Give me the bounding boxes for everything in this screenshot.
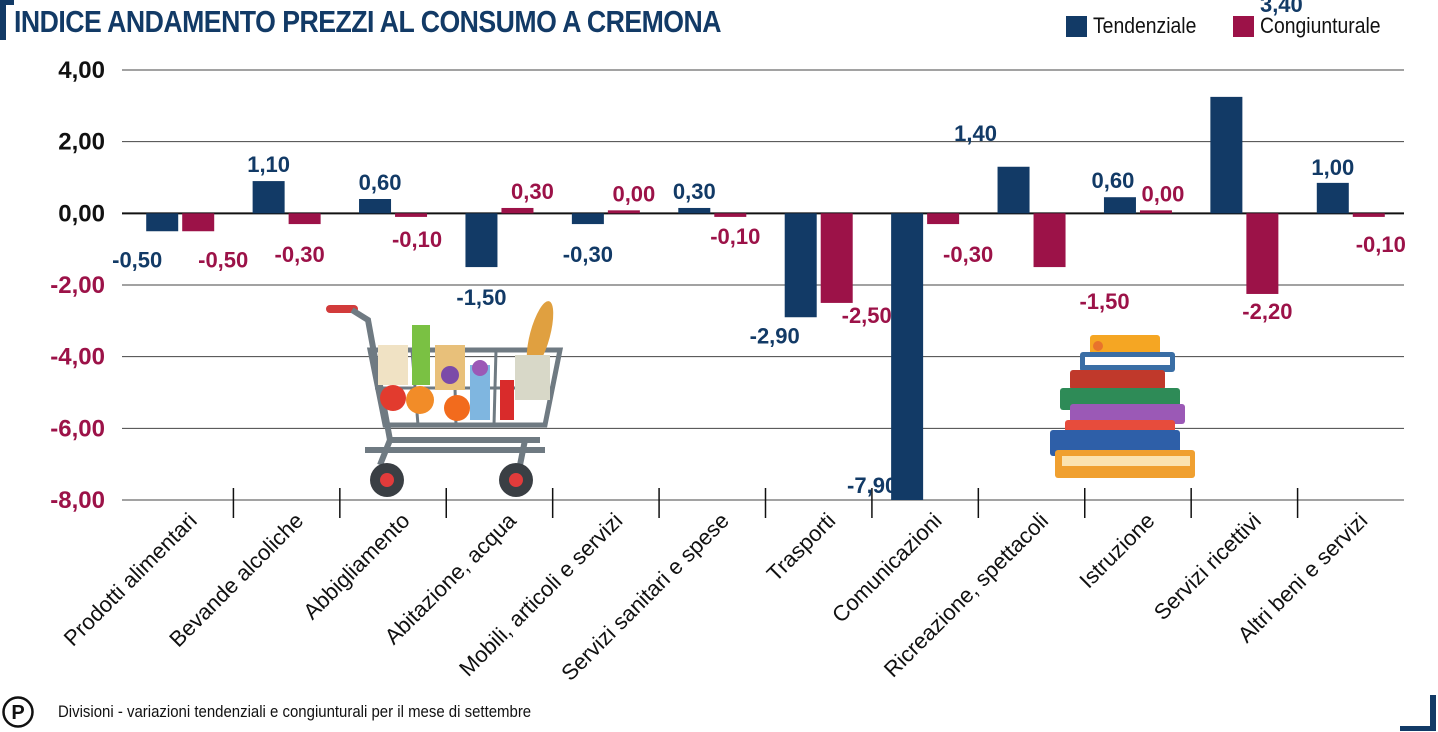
- value-label-congiunturale: -0,30: [943, 242, 993, 267]
- books-illustration: [1050, 335, 1195, 478]
- legend-item-tendenziale: Tendenziale: [1066, 12, 1210, 40]
- corner-mark-bottom-right-bar: [1400, 726, 1436, 731]
- value-label-tendenziale: 1,00: [1311, 155, 1354, 180]
- value-label-tendenziale: 0,30: [673, 179, 716, 204]
- bar-congiunturale: [1033, 213, 1066, 268]
- bar-tendenziale: [359, 199, 392, 214]
- value-label-congiunturale: -2,20: [1242, 299, 1292, 324]
- bar-tendenziale: [571, 213, 604, 225]
- value-label-tendenziale: -7,90: [847, 473, 897, 498]
- bar-tendenziale: [997, 166, 1030, 214]
- legend-item-congiunturale: Congiunturale: [1233, 12, 1397, 40]
- value-label-tendenziale: -1,50: [456, 285, 506, 310]
- bar-congiunturale: [501, 207, 534, 214]
- y-tick-label: 2,00: [58, 129, 105, 156]
- value-label-tendenziale: 0,60: [1092, 168, 1135, 193]
- bar-tendenziale: [1103, 197, 1136, 214]
- bar-congiunturale: [1246, 213, 1279, 294]
- bar-tendenziale: [784, 213, 817, 318]
- value-label-congiunturale: -0,10: [710, 224, 760, 249]
- bar-congiunturale: [288, 213, 321, 225]
- y-tick-label: -4,00: [50, 344, 105, 371]
- bar-congiunturale: [395, 213, 428, 217]
- legend-swatch-tendenziale: [1066, 15, 1087, 37]
- bar-congiunturale: [927, 213, 960, 225]
- value-label-tendenziale: -2,90: [750, 323, 800, 348]
- bar-tendenziale: [252, 181, 285, 214]
- value-label-tendenziale: 0,60: [359, 170, 402, 195]
- y-tick-label: -2,00: [50, 272, 105, 299]
- value-label-congiunturale: 0,30: [511, 179, 554, 204]
- x-category-label: Istruzione: [1074, 508, 1159, 593]
- shopping-cart-illustration: [326, 301, 564, 497]
- value-label-tendenziale: -0,50: [112, 247, 162, 272]
- value-label-tendenziale: 1,10: [247, 152, 290, 177]
- bar-congiunturale: [1352, 213, 1385, 217]
- chart-title: INDICE ANDAMENTO PREZZI AL CONSUMO A CRE…: [14, 4, 722, 39]
- y-tick-label: 0,00: [58, 200, 105, 227]
- y-tick-label: 4,00: [58, 57, 105, 84]
- bar-tendenziale: [146, 213, 179, 232]
- y-tick-label: -6,00: [50, 415, 105, 442]
- bar-tendenziale: [1316, 182, 1349, 214]
- legend-label-tendenziale: Tendenziale: [1093, 13, 1197, 38]
- value-label-congiunturale: 0,00: [1142, 181, 1185, 206]
- bar-congiunturale: [607, 210, 640, 214]
- bar-tendenziale: [678, 207, 711, 214]
- y-tick-label: -8,00: [50, 487, 105, 514]
- value-label-congiunturale: -2,50: [842, 303, 892, 328]
- value-label-congiunturale: -0,50: [198, 247, 248, 272]
- chart-caption: Divisioni - variazioni tendenziali e con…: [58, 702, 532, 721]
- legend-label-congiunturale: Congiunturale: [1260, 13, 1381, 38]
- value-label-tendenziale: -0,30: [563, 242, 613, 267]
- bar-congiunturale: [820, 213, 853, 303]
- x-category-label: Abbigliamento: [298, 508, 414, 624]
- bar-tendenziale: [891, 213, 924, 501]
- x-category-label: Comunicazioni: [827, 508, 947, 628]
- value-label-tendenziale: 3,40: [1260, 0, 1303, 17]
- publisher-logo-icon: P: [2, 696, 34, 728]
- value-label-tendenziale: 1,40: [954, 121, 997, 146]
- bar-tendenziale: [1210, 96, 1243, 214]
- bar-congiunturale: [714, 213, 747, 217]
- value-label-congiunturale: -1,50: [1079, 289, 1129, 314]
- bar-congiunturale: [182, 213, 215, 232]
- value-label-congiunturale: 0,00: [612, 181, 655, 206]
- value-label-congiunturale: -0,30: [275, 242, 325, 267]
- x-category-label: Servizi ricettivi: [1149, 508, 1266, 625]
- bar-congiunturale: [1139, 210, 1172, 214]
- legend-swatch-congiunturale: [1233, 15, 1254, 37]
- x-category-label: Trasporti: [762, 508, 840, 586]
- corner-mark-top-left-bar: [0, 0, 14, 5]
- value-label-congiunturale: -0,10: [392, 227, 442, 252]
- value-label-congiunturale: -0,10: [1356, 232, 1406, 257]
- publisher-logo-letter: P: [11, 702, 24, 724]
- corner-mark-bottom-right: [1430, 695, 1436, 731]
- corner-mark-top-left: [0, 0, 6, 40]
- bar-tendenziale: [465, 213, 498, 268]
